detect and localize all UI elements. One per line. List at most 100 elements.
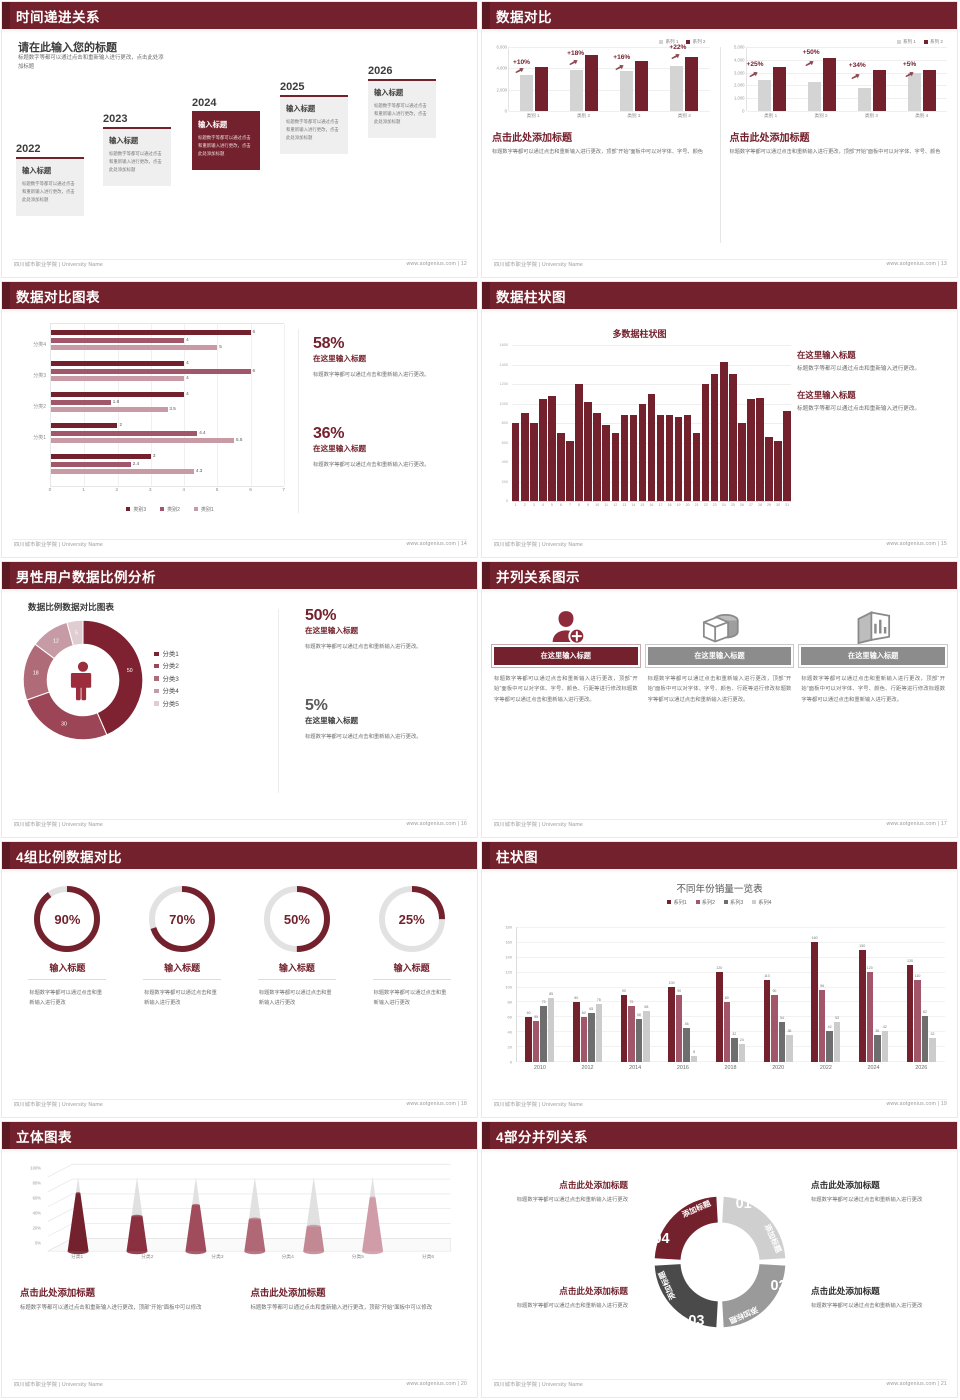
feature-label[interactable]: 在这里输入标题	[644, 644, 795, 668]
callout-top-left[interactable]: 点击此处添加标题 标题数字等都可以通过点击和重新输入进行更改	[496, 1179, 628, 1205]
x-axis: 类别 1 类别 2 类别 3 类别 4	[526, 113, 691, 118]
feature-column[interactable]: 在这里输入标题 标题数字等都可以通过点击和重新输入进行更改，顶部“开始”面板中可…	[491, 601, 641, 809]
x-tick: 29	[767, 503, 772, 507]
card-heading: 输入标题	[374, 88, 404, 97]
slide-footer: 四川城市职业学院 | University Name www.aotgenius…	[482, 537, 957, 557]
callout-bottom-right[interactable]: 点击此处添加标题 标题数字等都可以通过点击和重新输入进行更改	[811, 1285, 943, 1311]
bar-value: 110	[764, 973, 770, 978]
ring-stat[interactable]: 90% 输入标题 标题数字等都可以通过点击和重新输入进行更改	[10, 883, 125, 1087]
ring-stat[interactable]: 25% 输入标题 标题数字等都可以通过点击和重新输入进行更改	[354, 883, 469, 1087]
bar-value: 32	[732, 1032, 737, 1036]
callout-bottom-left[interactable]: 点击此处添加标题 标题数字等都可以通过点击和重新输入进行更改	[496, 1285, 628, 1311]
caption-title: 点击此处添加标题	[492, 133, 572, 144]
stat-value: 36%	[313, 425, 345, 442]
bar-group: 120 80 32 24	[707, 927, 755, 1062]
slide-12: 时间递进关系 请在此输入您的标题 标题数字等都可以通过点击和重新输入进行更改，点…	[0, 0, 480, 280]
bar-group: +25%	[747, 47, 797, 111]
slide-title: 数据柱状图	[496, 289, 566, 305]
bar-value: 68	[644, 1005, 649, 1009]
cone-bar	[303, 1177, 325, 1255]
slide-header: 数据对比	[482, 2, 957, 29]
ring-stat[interactable]: 70% 输入标题 标题数字等都可以通过点击和重新输入进行更改	[125, 883, 240, 1087]
donut-segment[interactable]	[654, 1196, 718, 1260]
chart-title: 不同年份销量一览表	[676, 884, 763, 895]
slide-footer: 四川城市职业学院 | University Name www.aotgenius…	[2, 257, 477, 277]
ring-stat[interactable]: 50% 输入标题 标题数字等都可以通过点击和重新输入进行更改	[240, 883, 355, 1087]
feature-column[interactable]: 在这里输入标题 标题数字等都可以通过点击和重新输入进行更改，顶部“开始”面板中可…	[644, 601, 795, 809]
timeline-year: 2022	[16, 143, 41, 155]
bar: 78	[595, 998, 602, 1062]
slide-body: 不同年份销量一览表 系列1 系列2 系列3 系列4 0 20 40 60 80 100 12…	[482, 873, 957, 1097]
block-title: 在这里输入标题	[797, 350, 856, 360]
bar-value: 46	[684, 1021, 689, 1026]
lead-body: 标题数字等都可以通过点击和重新输入进行更改，点击此处添加标题	[18, 55, 164, 71]
y-category-label: 分类3	[33, 373, 46, 379]
column-divider	[298, 329, 299, 513]
donut-segment[interactable]	[721, 1264, 785, 1328]
slide-footer: 四川城市职业学院 | University Name www.aotgenius…	[2, 817, 477, 837]
feature-label[interactable]: 在这里输入标题	[491, 644, 641, 668]
feature-label[interactable]: 在这里输入标题	[798, 644, 949, 668]
ring-body: 标题数字等都可以通过点击和重新输入进行更改	[29, 990, 103, 1007]
growth-label: +5%	[902, 61, 917, 69]
bar: 96	[818, 984, 826, 1062]
bar-group: +18%	[559, 47, 609, 111]
bar-group: 110 90 54 36	[754, 927, 802, 1062]
stat-block: 50% 在这里输入标题 标题数字等都可以通过点击和重新输入进行更改。	[305, 607, 465, 652]
feature-column[interactable]: 在这里输入标题 标题数字等都可以通过点击和重新输入进行更改，顶部“开始”面板中可…	[798, 601, 949, 809]
chart-title: 多数据柱状图	[612, 329, 667, 339]
chart-legend: 系列 1 系列 2	[492, 39, 710, 45]
chart-panel-right: 系列 1 系列 2 0 1,000 2,000 3,000 4,000 5,00…	[720, 33, 958, 257]
card-heading: 输入标题	[198, 120, 228, 129]
stat-block: 36% 在这里输入标题 标题数字等都可以通过点击和重新输入进行更改。	[313, 425, 463, 470]
card-body: 标题数字等都可以通过点击和重新输入进行更改，点击此处添加标题	[286, 119, 339, 140]
x-tick: 19	[676, 503, 681, 507]
y-tick: 180	[505, 924, 512, 930]
chart-title: 数据比例数据对比图表	[28, 602, 114, 612]
slide-18: 4组比例数据对比 90% 输入标题 标题数字等都可以通过点击和重新输入进行更改 70%…	[0, 840, 480, 1120]
footer-org: 四川城市职业学院 | University Name	[494, 822, 583, 828]
slide-header: 4组比例数据对比	[2, 842, 477, 869]
y-axis: 100% 80% 60% 40% 20% 0%	[30, 1165, 41, 1246]
block-title: 在这里输入标题	[797, 389, 856, 400]
slide-19: 柱状图 不同年份销量一览表 系列1 系列2 系列3 系列4 0 20 40 60 80 1…	[480, 840, 960, 1120]
footer-site: www.aotgenius.com | 18	[406, 1101, 467, 1107]
slide-14: 数据对比图表 6 4 5 4 6 4	[0, 280, 480, 560]
cone-bar	[185, 1177, 207, 1255]
callout-top-right[interactable]: 点击此处添加标题 标题数字等都可以通过点击和重新输入进行更改	[811, 1179, 943, 1205]
slide-header: 并列关系图示	[482, 562, 957, 589]
grouped-bar-chart: 0 2,000 4,000 6,000	[497, 44, 710, 122]
timeline-item[interactable]: 2025 输入标题 标题数字等都可以通过点击和重新输入进行更改，点击此处添加标题	[280, 81, 348, 154]
timeline-item[interactable]: 2022 输入标题 标题数字等都可以通过点击和重新输入进行更改，点击此处添加标题	[16, 143, 84, 216]
bar-value: 100	[668, 981, 675, 985]
slide-footer: 四川城市职业学院 | University Name www.aotgenius…	[482, 257, 957, 277]
x-tick: 2014	[629, 1065, 642, 1071]
bar: 120	[866, 966, 874, 1062]
bar: 42	[826, 1025, 833, 1062]
growth-label: +25%	[746, 61, 764, 69]
plot-area	[516, 927, 945, 1062]
legend-item: 分类1	[154, 649, 179, 661]
donut-segment[interactable]	[654, 1264, 718, 1328]
stat-value: 5%	[305, 697, 328, 714]
bar: 80	[573, 996, 580, 1062]
donut-segment[interactable]	[721, 1196, 785, 1260]
ring-percent: 50%	[283, 911, 310, 927]
timeline-item[interactable]: 2026 输入标题 标题数字等都可以通过点击和重新输入进行更改，点击此处添加标题	[368, 65, 436, 138]
bar: 110	[914, 974, 921, 1062]
growth-label: +34%	[848, 62, 866, 70]
slide-body: 6 4 5 4 6 4 4 1.8 3.5 2	[2, 313, 477, 537]
bar: 42	[881, 1025, 889, 1062]
slide-title: 数据对比图表	[16, 289, 100, 305]
bar-group: +50%	[797, 47, 847, 111]
y-category-label: 分类1	[33, 435, 46, 441]
timeline-item[interactable]: 2024 输入标题 标题数字等都可以通过点击和重新输入进行更改，点击此处添加标题	[192, 97, 260, 170]
timeline-item[interactable]: 2023 输入标题 标题数字等都可以通过点击和重新输入进行更改，点击此处添加标题	[103, 113, 171, 186]
timeline-rule	[103, 127, 171, 129]
bar-value: 58	[636, 1012, 641, 1017]
plot-area: +25% +50% +34%	[745, 47, 947, 112]
stat-block: 58% 在这里输入标题 标题数字等都可以通过点击和重新输入进行更改。	[313, 335, 463, 380]
bar	[701, 384, 710, 501]
slice-value: 12	[53, 638, 59, 644]
bar-value: 90	[772, 988, 777, 993]
